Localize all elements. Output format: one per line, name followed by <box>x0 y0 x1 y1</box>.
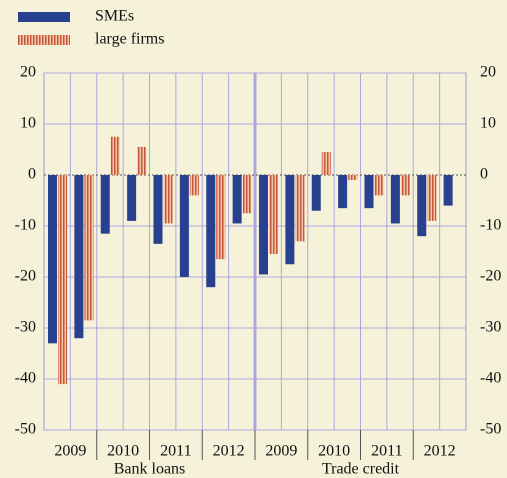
bar <box>321 152 331 175</box>
bar <box>179 175 189 277</box>
bar <box>48 175 57 344</box>
bar <box>137 146 147 175</box>
x-tick-label: 2012 <box>213 443 245 460</box>
y-tick-label-right: -30 <box>480 319 501 336</box>
y-tick-label-right: 20 <box>480 64 496 81</box>
y-tick-label-right: -50 <box>480 421 501 438</box>
bar <box>338 175 348 209</box>
y-tick-label: -40 <box>15 370 36 387</box>
x-tick-label: 2009 <box>54 443 86 460</box>
bar <box>400 175 410 196</box>
legend-label: large firms <box>95 31 164 48</box>
legend-swatch <box>18 12 70 22</box>
bar <box>348 175 358 181</box>
y-tick-label-right: -20 <box>480 268 501 285</box>
bar <box>206 175 216 288</box>
y-tick-label: -10 <box>15 217 36 234</box>
bar <box>427 175 437 221</box>
y-tick-label-right: 0 <box>480 166 488 183</box>
panel-label: Bank loans <box>114 461 186 478</box>
y-tick-label-right: -40 <box>480 370 501 387</box>
bar <box>374 175 384 196</box>
y-tick-label: 10 <box>20 115 36 132</box>
y-tick-label: -30 <box>15 319 36 336</box>
y-tick-label-right: -10 <box>480 217 501 234</box>
panel-label: Trade credit <box>322 461 400 478</box>
legend-swatch <box>18 35 70 45</box>
x-tick-label: 2011 <box>371 443 402 460</box>
bar <box>242 175 252 214</box>
bar <box>269 175 278 255</box>
bar <box>364 175 374 209</box>
x-tick-label: 2010 <box>318 443 350 460</box>
bar <box>390 175 400 224</box>
x-tick-label: 2009 <box>265 443 297 460</box>
x-tick-label: 2011 <box>160 443 191 460</box>
bar <box>259 175 268 275</box>
bar <box>216 175 226 260</box>
bar <box>153 175 163 244</box>
bar <box>443 175 453 206</box>
bar <box>285 175 295 265</box>
bar <box>74 175 84 339</box>
bar <box>295 175 305 242</box>
bar <box>311 175 321 211</box>
y-tick-label-right: 10 <box>480 115 496 132</box>
y-tick-label: -20 <box>15 268 36 285</box>
bar <box>232 175 242 224</box>
bar <box>127 175 137 221</box>
bar <box>189 175 199 196</box>
x-tick-label: 2012 <box>424 443 456 460</box>
bar <box>110 136 120 175</box>
legend-label: SMEs <box>95 8 134 25</box>
bar <box>163 175 173 224</box>
y-tick-label: -50 <box>15 421 36 438</box>
y-tick-label: 20 <box>20 64 36 81</box>
bar <box>84 175 94 321</box>
bar <box>417 175 427 237</box>
y-tick-label: 0 <box>28 166 36 183</box>
x-tick-label: 2010 <box>107 443 139 460</box>
bar <box>100 175 110 234</box>
bar <box>58 175 67 385</box>
